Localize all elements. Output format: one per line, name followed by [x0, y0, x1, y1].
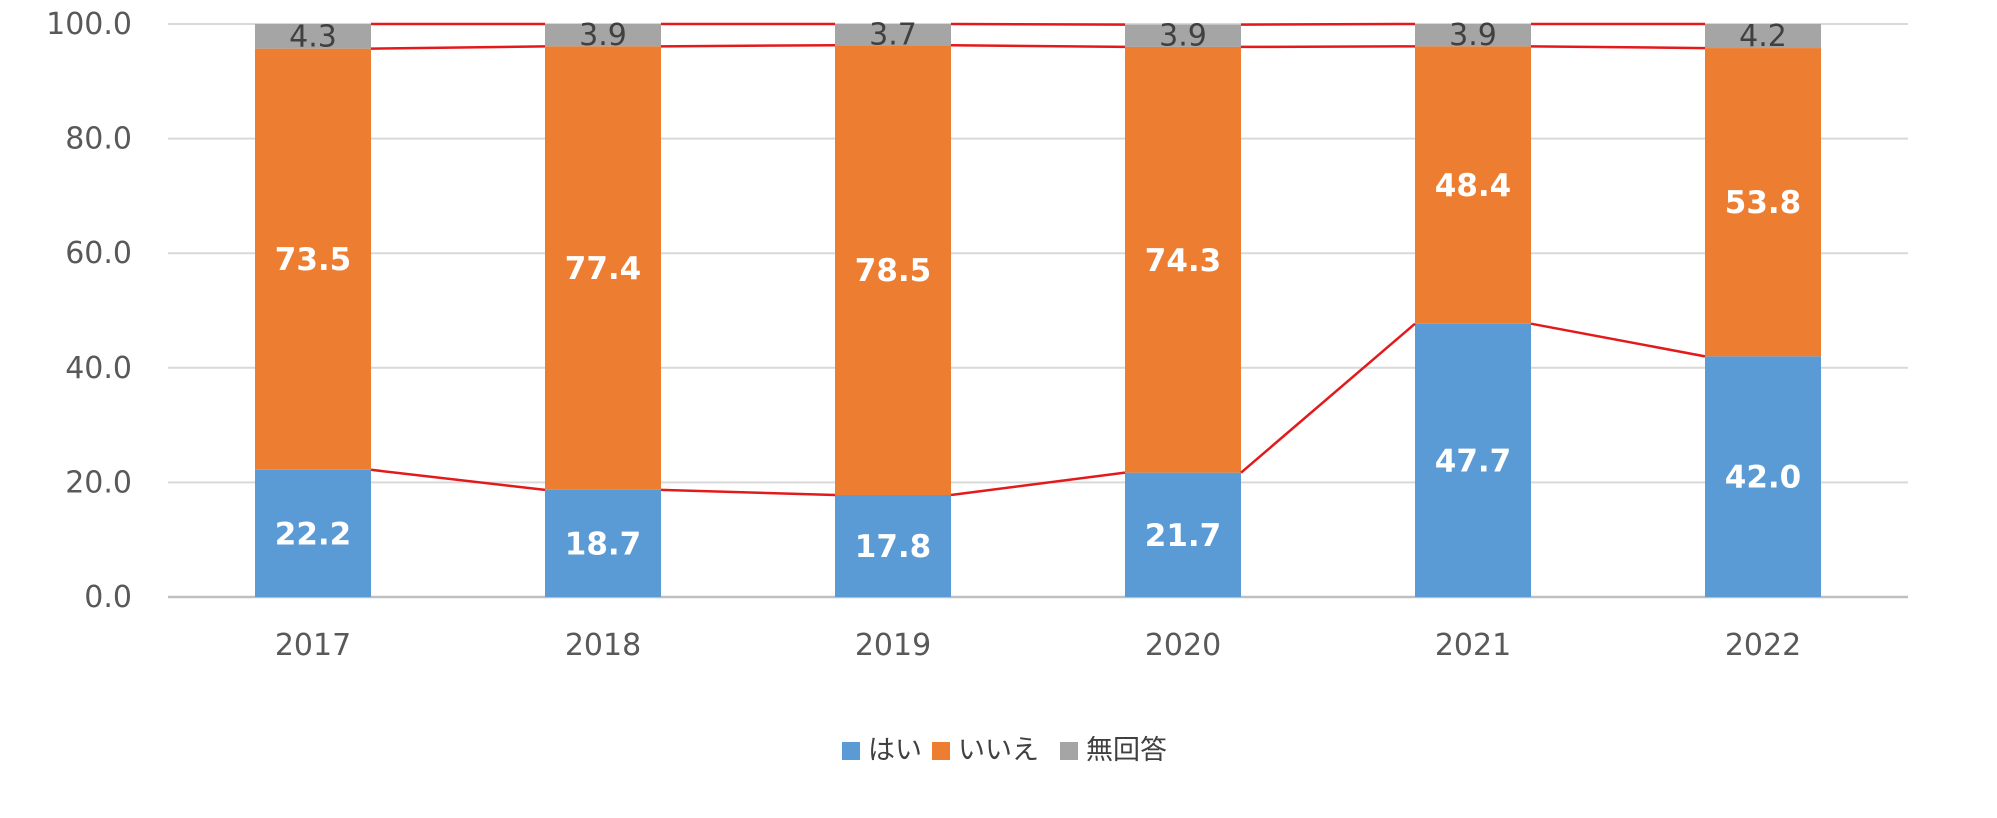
series-line — [660, 43, 836, 48]
bar-segment — [835, 24, 951, 46]
series-line — [1240, 22, 1416, 26]
y-tick-label: 100.0 — [46, 7, 132, 42]
series-line — [950, 22, 1126, 26]
y-tick-label: 40.0 — [65, 351, 132, 386]
bar-segment — [1125, 46, 1241, 473]
legend-swatch — [932, 742, 950, 760]
bar-segment — [545, 46, 661, 490]
legend-swatch — [1060, 742, 1078, 760]
series-line — [1240, 45, 1416, 49]
y-tick-label: 60.0 — [65, 236, 132, 271]
bar-segment — [255, 469, 371, 597]
data-labels: 22.2 73.5 4.3 18.7 77.4 3.9 17.8 78.5 3.7 21.7 74.… — [275, 18, 1802, 565]
bar-segment — [1415, 323, 1531, 597]
legend-label: 無回答 — [1086, 735, 1167, 766]
y-tick-label: 20.0 — [65, 465, 132, 500]
bar-segment — [255, 48, 371, 470]
bars — [255, 24, 1821, 597]
data-label: 53.8 — [1725, 185, 1802, 221]
data-label: 42.0 — [1725, 460, 1802, 496]
series-line — [1530, 45, 1706, 50]
data-label: 77.4 — [565, 251, 642, 287]
bar-segment — [1705, 356, 1821, 597]
bar-segment — [1415, 46, 1531, 324]
data-label: 74.3 — [1145, 243, 1222, 279]
series-connector-lines — [370, 22, 1706, 497]
series-line — [1240, 322, 1416, 474]
legend-label: はい — [868, 735, 922, 766]
data-label: 3.7 — [869, 18, 917, 53]
series-line — [950, 43, 1126, 49]
bar-segment — [1415, 24, 1531, 47]
bar-segment — [835, 45, 951, 496]
x-tick-label: 2020 — [1145, 628, 1221, 663]
series-line — [370, 468, 546, 492]
x-tick-label: 2019 — [855, 628, 931, 663]
series-line — [370, 45, 546, 50]
data-label: 22.2 — [275, 516, 352, 552]
bar-segment — [1705, 24, 1821, 49]
bar-segment — [545, 24, 661, 47]
data-label: 73.5 — [275, 242, 352, 278]
y-tick-label: 0.0 — [84, 580, 132, 615]
x-tick-label: 2022 — [1725, 628, 1801, 663]
axes: 0.0 20.0 40.0 60.0 80.0 100.0 2017 2018 2019 2020… — [46, 7, 1801, 663]
data-label: 4.2 — [1739, 19, 1787, 54]
data-label: 21.7 — [1145, 518, 1222, 554]
series-line — [1530, 322, 1706, 358]
grid-lines — [168, 23, 1908, 599]
legend-swatch — [842, 742, 860, 760]
y-tick-label: 80.0 — [65, 122, 132, 157]
x-tick-label: 2017 — [275, 628, 351, 663]
bar-segment — [545, 489, 661, 597]
data-label: 18.7 — [565, 526, 642, 562]
bar-segment — [835, 495, 951, 597]
legend: はい いいえ 無回答 — [842, 735, 1167, 766]
bar-segment — [1125, 472, 1241, 597]
data-label: 4.3 — [289, 19, 337, 54]
x-tick-label: 2018 — [565, 628, 641, 663]
data-label: 78.5 — [855, 253, 932, 289]
series-line — [660, 488, 836, 497]
legend-label: いいえ — [958, 735, 1039, 766]
data-label: 48.4 — [1435, 168, 1512, 204]
data-label: 3.9 — [1159, 19, 1207, 54]
x-tick-label: 2021 — [1435, 628, 1511, 663]
data-label: 17.8 — [855, 529, 932, 565]
series-line — [950, 471, 1126, 497]
data-label: 3.9 — [579, 18, 627, 53]
data-label: 47.7 — [1435, 443, 1512, 479]
bar-segment — [255, 24, 371, 49]
data-label: 3.9 — [1449, 18, 1497, 53]
bar-segment — [1705, 48, 1821, 357]
bar-segment — [1125, 24, 1241, 47]
